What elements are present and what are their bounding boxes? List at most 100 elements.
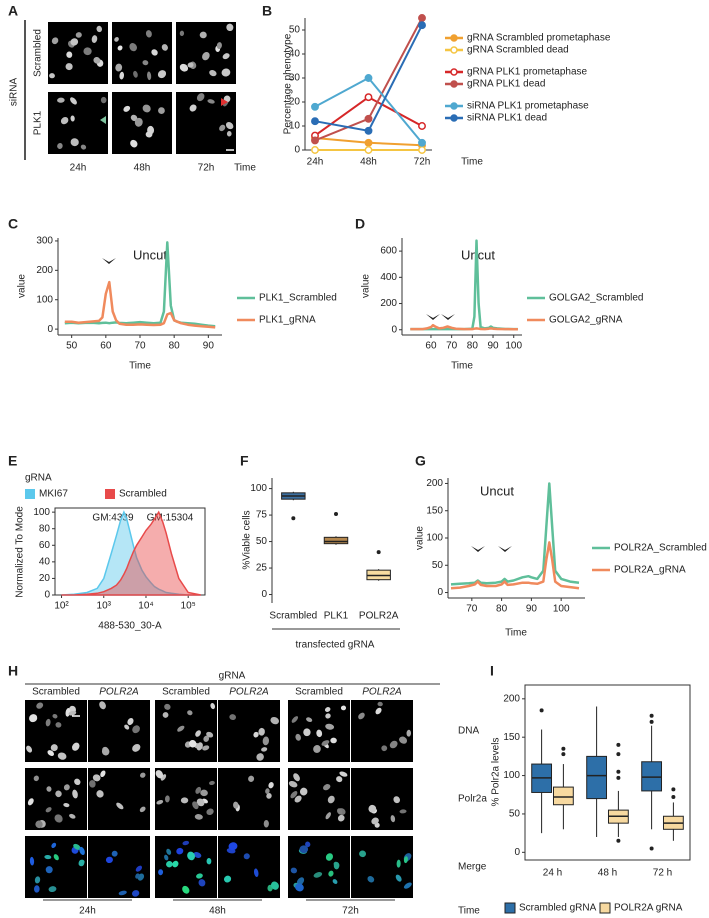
nucleus <box>339 771 348 777</box>
nucleus <box>47 750 54 756</box>
nucleus <box>328 870 334 877</box>
nucleus <box>270 881 279 890</box>
micrograph <box>155 700 217 762</box>
nucleus <box>34 876 41 884</box>
nucleus <box>45 866 53 874</box>
y-tick-label: 40 <box>39 556 51 567</box>
nucleus <box>161 44 168 51</box>
y-tick-label: 0 <box>294 145 300 156</box>
nucleus <box>155 770 164 779</box>
marker-arrow <box>221 98 228 106</box>
nucleus <box>321 740 330 746</box>
nucleus <box>263 819 269 828</box>
point <box>418 21 426 30</box>
outlier <box>671 787 676 792</box>
legend-marker <box>450 114 458 122</box>
nucleus <box>145 131 153 138</box>
outlier <box>376 550 381 555</box>
y-axis-label: % Polr2a levels <box>491 738 502 807</box>
nucleus <box>290 791 298 799</box>
nucleus <box>114 37 119 42</box>
y-tick-label: 0 <box>514 847 520 858</box>
annotation: Uncut <box>480 483 514 498</box>
nucleus <box>60 117 69 125</box>
nucleus <box>219 124 226 132</box>
x-tick-label: 50 <box>66 341 78 352</box>
nucleus <box>70 38 79 46</box>
y-tick-label: 50 <box>256 536 268 547</box>
nucleus <box>83 47 92 56</box>
nucleus <box>80 144 87 150</box>
nucleus <box>70 97 77 105</box>
nucleus <box>45 718 51 727</box>
nucleus <box>123 105 131 112</box>
micrograph <box>351 836 413 898</box>
nucleus <box>253 868 259 878</box>
nucleus <box>129 43 137 52</box>
nucleus <box>162 712 169 718</box>
nucleus <box>44 854 52 860</box>
y-tick-label: 50 <box>509 809 521 820</box>
nucleus <box>233 801 239 809</box>
nucleus <box>256 753 264 761</box>
point <box>311 136 319 145</box>
x-tick-label: 60 <box>425 341 437 352</box>
legend-marker <box>450 80 458 88</box>
group-label: siRNA <box>9 78 20 107</box>
point <box>364 74 373 82</box>
box <box>586 755 608 800</box>
nucleus <box>182 840 190 846</box>
nucleus <box>323 784 331 791</box>
nucleus <box>367 876 375 883</box>
nucleus <box>330 737 337 744</box>
nucleus <box>294 795 302 803</box>
nucleus <box>295 883 304 892</box>
legend-label: gRNA Scrambled dead <box>467 45 569 56</box>
legend-label: gRNA Scrambled prometaphase <box>467 33 611 44</box>
legend-swatch <box>599 902 611 914</box>
nucleus <box>72 789 78 799</box>
column-label: POLR2A <box>362 687 402 698</box>
marker-arrow <box>100 116 106 124</box>
nucleus <box>221 68 231 77</box>
outlier <box>616 752 621 757</box>
nucleus <box>119 71 125 80</box>
y-tick-label: 20 <box>39 573 51 584</box>
nucleus <box>192 801 199 810</box>
nucleus <box>79 846 85 855</box>
legend-marker <box>450 68 458 76</box>
nucleus <box>194 814 203 820</box>
legend-swatch <box>105 489 115 499</box>
micrograph <box>218 700 280 762</box>
nucleus <box>265 788 270 794</box>
x-axis-label: transfected gRNA <box>296 640 375 651</box>
column-label: 48h <box>134 163 151 174</box>
nucleus <box>57 97 65 103</box>
y-axis-label: %Viable cells <box>242 510 253 569</box>
nucleus <box>74 778 81 786</box>
nucleus <box>96 25 103 33</box>
point <box>364 126 373 135</box>
panel-label: B <box>262 3 272 19</box>
nucleus <box>145 30 152 38</box>
axis-label: Time <box>234 163 256 174</box>
y-axis-label: value <box>361 274 372 298</box>
nucleus <box>51 37 59 45</box>
nucleus <box>33 885 40 893</box>
nucleus <box>403 856 408 864</box>
legend-swatch <box>25 489 35 499</box>
y-tick-label: 50 <box>432 560 444 571</box>
nucleus <box>151 49 158 56</box>
point <box>364 93 373 102</box>
nucleus <box>199 31 207 39</box>
nucleus <box>324 707 331 712</box>
nucleus <box>179 30 185 37</box>
nucleus <box>206 858 212 865</box>
nucleus <box>133 70 138 78</box>
point <box>418 122 426 130</box>
series-line <box>450 541 580 590</box>
outlier <box>561 746 566 751</box>
outlier <box>561 752 566 757</box>
legend-marker <box>450 46 458 54</box>
nucleus <box>33 775 39 782</box>
